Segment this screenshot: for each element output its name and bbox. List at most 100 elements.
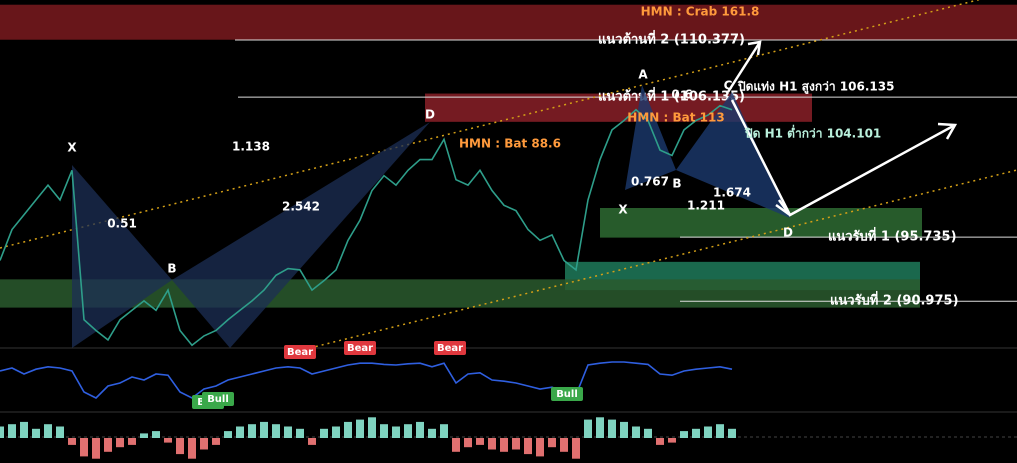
ratio-label: 0.51 — [107, 217, 137, 231]
histogram-bar — [644, 428, 652, 438]
histogram-bar — [20, 421, 28, 438]
histogram-bar — [140, 433, 148, 438]
ratio-label: 1.674 — [713, 186, 751, 200]
decor — [0, 0, 1017, 438]
histogram-bar — [68, 438, 76, 445]
point-label: X — [67, 141, 77, 155]
signal-box — [202, 392, 234, 406]
ratio-label: 2.542 — [282, 200, 320, 214]
signal-box — [344, 341, 376, 355]
level-label: แนวต้านที่ 2 (110.377) — [598, 30, 745, 48]
histogram-bar — [296, 428, 304, 438]
zones — [0, 4, 1017, 308]
histogram-bar — [212, 438, 220, 445]
histogram-bar — [128, 438, 136, 445]
histogram-bar — [164, 438, 172, 443]
point-label: C — [724, 79, 733, 93]
histogram-bar — [176, 438, 184, 455]
histogram-bar — [224, 431, 232, 438]
histogram-bar — [620, 421, 628, 438]
histogram-bar — [320, 428, 328, 438]
histogram-bar — [308, 438, 316, 445]
oscillator-line — [0, 361, 733, 399]
histogram-bar — [80, 438, 88, 457]
histogram-bar — [680, 431, 688, 438]
histogram-bar — [656, 438, 664, 445]
histogram-bar — [608, 419, 616, 438]
histogram-bar — [488, 438, 496, 450]
pattern-label: HMN : Crab 161.8 — [641, 5, 760, 19]
histogram-bar — [668, 438, 676, 443]
histogram-bar — [248, 424, 256, 438]
trend-line — [309, 169, 1017, 349]
histogram-bar — [236, 426, 244, 438]
histogram-bar — [716, 424, 724, 438]
histogram-bar — [500, 438, 508, 452]
histogram-bar — [392, 426, 400, 438]
series: BearBearBearBullBullBull — [0, 104, 736, 459]
histogram-bar — [200, 438, 208, 450]
level-label: แนวรับที่ 1 (95.735) — [828, 227, 957, 245]
histogram-bar — [572, 438, 580, 459]
histogram-bar — [8, 424, 16, 438]
point-label: A — [638, 68, 648, 82]
signal-box — [434, 341, 466, 355]
histogram-bar — [524, 438, 532, 455]
histogram-bar — [692, 428, 700, 438]
histogram-bar — [284, 426, 292, 438]
histogram-bar — [584, 419, 592, 438]
zone — [600, 207, 922, 238]
signal-label: Bull — [207, 394, 229, 405]
point-label: B — [672, 177, 681, 191]
histogram-bar — [344, 421, 352, 438]
histogram-bar — [332, 426, 340, 438]
histogram-bar — [44, 424, 52, 438]
histogram-bar — [260, 421, 268, 438]
histogram-bar — [0, 426, 4, 438]
trend-line — [0, 0, 981, 249]
pattern-shape — [72, 165, 172, 348]
arrow — [726, 41, 762, 93]
zone — [425, 93, 812, 122]
histogram-bar — [632, 426, 640, 438]
point-label: X — [618, 203, 628, 217]
histogram-bar — [428, 428, 436, 438]
level-label: แนวรับที่ 2 (90.975) — [830, 291, 959, 309]
signal-label: Bear — [437, 343, 463, 354]
histogram-bar — [116, 438, 124, 448]
point-label: D — [783, 226, 793, 240]
histogram-bar — [380, 424, 388, 438]
pattern-label: HMN : Bat 88.6 — [459, 137, 561, 151]
labels: HMN : Crab 161.8 HMN : Bat 88.6 HMN : Ba… — [67, 5, 894, 276]
arrow-head — [937, 122, 958, 140]
level-label: แนวต้านที่ 1 (106.135) — [598, 87, 745, 105]
signal-box — [551, 387, 583, 401]
price-line — [0, 104, 733, 347]
histogram-bar — [464, 438, 472, 448]
signal-label: Bear — [347, 343, 373, 354]
histogram-bar — [704, 426, 712, 438]
note: ปิด H1 ต่ำกว่า 104.101 — [744, 125, 881, 141]
histogram-bar — [560, 438, 568, 452]
point-label: D — [425, 108, 435, 122]
pattern-label: HMN : Bat 113 — [627, 111, 724, 125]
signal-label: Bear — [287, 347, 313, 358]
pattern-shape — [676, 92, 790, 218]
histogram-bar — [32, 428, 40, 438]
histogram-bar — [728, 428, 736, 438]
pattern-shape — [172, 122, 430, 348]
note: ปิดแท่ง H1 สูงกว่า 106.135 — [737, 80, 894, 95]
histogram-bar — [356, 419, 364, 438]
histogram-bar — [188, 438, 196, 459]
histogram-bar — [404, 424, 412, 438]
histogram-bar — [596, 417, 604, 438]
histogram-bar — [536, 438, 544, 457]
histogram-bar — [92, 438, 100, 459]
histogram-bar — [452, 438, 460, 452]
ratio-label: 0.767 — [631, 175, 669, 189]
ratio-label: 0.6 — [671, 88, 692, 102]
histogram-bar — [440, 424, 448, 438]
levels: แนวต้านที่ 2 (110.377) แนวต้านที่ 1 (106.… — [235, 30, 1017, 309]
histogram-bar — [476, 438, 484, 445]
